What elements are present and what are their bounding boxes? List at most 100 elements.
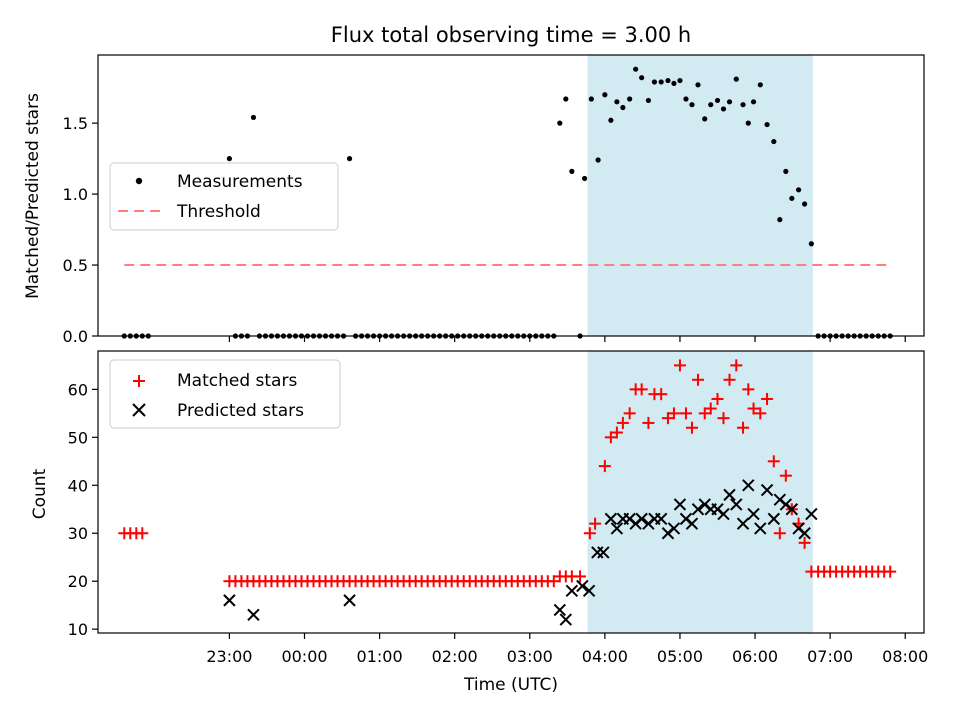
matched-star-point: [616, 416, 629, 429]
measurement-point: [665, 77, 671, 84]
matched-star-point: [723, 373, 736, 386]
bottom-panel: 10 20 30 40 50 60 23:00 00:00 01:00 02:00 03:00 04…: [30, 350, 928, 695]
matched-star-point: [711, 392, 724, 405]
predicted-star-point: [247, 608, 260, 621]
predicted-star-point: [673, 498, 687, 511]
measurement-point: [695, 82, 701, 88]
x-tick-label: 03:00: [507, 647, 553, 666]
bottom-y-tick-label: 30: [68, 524, 88, 543]
matched-star-point: [655, 388, 668, 401]
measurement-point: [645, 97, 652, 104]
top-shaded-region: [587, 55, 813, 336]
measurement-point: [745, 120, 751, 126]
measurement-point: [683, 96, 689, 102]
matched-star-point: [583, 527, 596, 540]
predicted-star-point: [223, 594, 236, 607]
measurement-point: [563, 96, 569, 102]
matched-star-point: [884, 565, 897, 578]
x-tick-label: 23:00: [206, 647, 252, 666]
measurement-point: [708, 102, 714, 108]
legend-measurements-marker: [135, 177, 143, 185]
predicted-star-point: [343, 594, 356, 607]
matched-star-point: [742, 383, 755, 396]
legend-threshold-label: Threshold: [176, 202, 261, 222]
bottom-y-tick-label: 20: [68, 572, 88, 591]
legend-measurements-label: Measurements: [177, 172, 303, 192]
matched-star-point: [547, 575, 560, 588]
measurement-point: [720, 106, 727, 112]
predicted-star-point: [798, 527, 811, 540]
bottom-y-tick-label: 60: [68, 380, 88, 399]
top-y-axis-label: Matched/Predicted stars: [23, 93, 43, 299]
top-legend: Measurements Threshold: [109, 162, 339, 231]
top-x-ticks: [228, 336, 906, 342]
x-tick-label: 06:00: [732, 647, 778, 666]
matched-star-point: [737, 421, 750, 434]
measurement-point: [740, 102, 746, 108]
measurement-point: [750, 99, 757, 105]
matched-star-point: [667, 407, 680, 420]
measurement-point: [802, 201, 808, 207]
matched-star-point: [136, 527, 149, 540]
predicted-star-point: [654, 512, 668, 526]
predicted-star-point: [691, 503, 705, 516]
top-y-tick-label: 0.5: [63, 256, 88, 275]
matched-star-point: [598, 460, 611, 473]
measurement-point: [795, 187, 802, 193]
measurement-point: [250, 114, 257, 121]
matched-star-point: [717, 412, 730, 425]
bottom-legend-box: [109, 359, 341, 429]
measurement-point: [651, 79, 658, 85]
predicted-star-point: [685, 517, 699, 530]
predicted-star-point: [717, 507, 730, 521]
predicted-star-point: [742, 479, 755, 492]
measurement-point: [557, 120, 563, 126]
predicted-stars-points: [223, 479, 818, 626]
measurement-point: [639, 75, 645, 81]
measurement-point: [588, 96, 594, 102]
predicted-star-point: [667, 522, 681, 535]
matched-star-point: [747, 402, 760, 415]
matched-star-point: [661, 412, 674, 425]
bottom-y-tick-label: 40: [68, 476, 88, 495]
measurement-point: [595, 157, 601, 163]
matched-star-point: [767, 455, 780, 468]
top-panel: 0.0 0.5 1.0 1.5 Matched/Predicted stars Mea…: [23, 54, 925, 346]
matched-star-point: [679, 407, 692, 420]
matched-star-point: [604, 431, 617, 444]
predicted-star-point: [747, 507, 760, 521]
matched-star-point: [610, 426, 623, 439]
measurement-point: [789, 195, 795, 201]
matched-star-point: [623, 407, 636, 420]
matched-star-point: [779, 469, 792, 482]
predicted-star-point: [597, 546, 610, 559]
top-y-tick-label: 0.0: [63, 327, 88, 346]
x-axis-label: Time (UTC): [463, 675, 558, 695]
measurement-point: [226, 156, 233, 162]
predicted-star-point: [604, 512, 618, 526]
matched-stars-points: [118, 359, 897, 588]
measurement-point: [614, 99, 620, 105]
measurement-point: [569, 168, 575, 174]
measurement-point: [346, 156, 353, 162]
matched-star-point: [574, 570, 587, 583]
measurement-point: [633, 66, 639, 72]
legend-matched-label: Matched stars: [177, 371, 297, 391]
matched-star-point: [589, 517, 602, 530]
bottom-x-axis: 23:00 00:00 01:00 02:00 03:00 04:00 05:00 06:00…: [206, 633, 928, 666]
x-tick-label: 01:00: [357, 647, 403, 666]
predicted-star-point: [736, 517, 750, 530]
x-tick-label: 07:00: [807, 647, 853, 666]
measurement-point: [777, 217, 783, 223]
predicted-star-point: [553, 603, 567, 617]
measurement-point: [771, 138, 777, 145]
x-tick-label: 04:00: [582, 647, 628, 666]
bottom-y-axis-label: Count: [30, 468, 50, 519]
matched-star-point: [691, 373, 704, 386]
matched-star-point: [673, 359, 686, 372]
chart-title: Flux total observing time = 3.00 h: [331, 23, 691, 47]
measurement-point: [757, 82, 763, 88]
matched-star-point: [754, 407, 767, 420]
x-tick-label: 08:00: [882, 647, 928, 666]
top-plot-frame: [97, 54, 925, 337]
